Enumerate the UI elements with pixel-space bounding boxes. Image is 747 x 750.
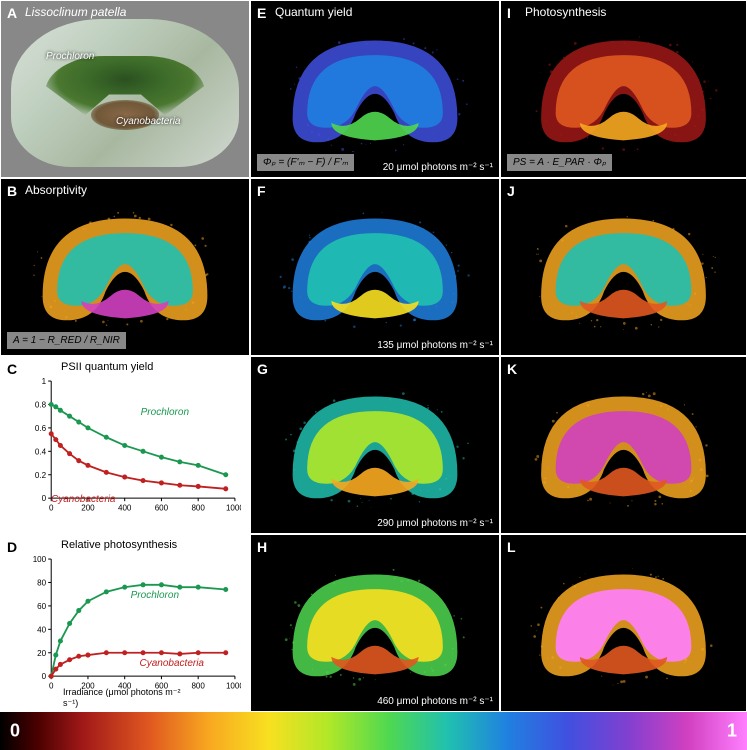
scale-max-label: 1 bbox=[727, 721, 737, 742]
panel-a: A Lissoclinum patella Prochloron Cyanoba… bbox=[0, 0, 250, 178]
prochloron-label: Prochloron bbox=[46, 51, 94, 62]
cyano-curve-label-d: Cyanobacteria bbox=[140, 658, 204, 669]
panel-i-label: I bbox=[507, 5, 511, 21]
panel-h-label: H bbox=[257, 539, 267, 555]
heatmap-i bbox=[526, 26, 721, 152]
arch-svg-f bbox=[276, 204, 474, 330]
svg-text:0: 0 bbox=[42, 672, 47, 681]
heatmap-g bbox=[276, 382, 474, 508]
svg-text:80: 80 bbox=[37, 579, 46, 588]
svg-text:1000: 1000 bbox=[226, 503, 241, 512]
heatmap-b bbox=[26, 204, 224, 330]
panel-k-label: K bbox=[507, 361, 517, 377]
color-scale-bar: 0 1 bbox=[0, 712, 747, 750]
panel-d: D Relative photosynthesis 02040608010002… bbox=[0, 534, 250, 712]
panel-b-title: Absorptivity bbox=[25, 183, 87, 197]
panel-f-label: F bbox=[257, 183, 266, 199]
svg-text:40: 40 bbox=[37, 625, 46, 634]
svg-text:1000: 1000 bbox=[226, 681, 241, 690]
panel-c: C PSII quantum yield 00.20.40.60.8102004… bbox=[0, 356, 250, 534]
panel-j: J bbox=[500, 178, 747, 356]
panel-e-title: Quantum yield bbox=[275, 5, 352, 19]
caption-g: 290 μmol photons m⁻² s⁻¹ bbox=[377, 518, 493, 529]
heatmap-l bbox=[526, 560, 721, 686]
chart-c-title: PSII quantum yield bbox=[61, 361, 153, 373]
panel-l: L bbox=[500, 534, 747, 712]
arch-svg-g bbox=[276, 382, 474, 508]
arch-svg-i bbox=[526, 26, 721, 152]
svg-text:600: 600 bbox=[155, 503, 169, 512]
arch-svg-b bbox=[26, 204, 224, 330]
panel-f: F 135 μmol photons m⁻² s⁻¹ bbox=[250, 178, 500, 356]
svg-text:0.6: 0.6 bbox=[35, 424, 47, 433]
formula-b: A = 1 − R_RED / R_NIR bbox=[7, 332, 126, 349]
svg-text:1: 1 bbox=[42, 377, 47, 386]
cyano-curve-label-c: Cyanobacteria bbox=[51, 494, 115, 505]
svg-text:100: 100 bbox=[33, 555, 47, 564]
panel-i: I Photosynthesis PS = A · E_PAR · Φₚ bbox=[500, 0, 747, 178]
prochloron-curve-label-d: Prochloron bbox=[131, 590, 179, 601]
arch-svg-k bbox=[526, 382, 721, 508]
chart-d-svg: 02040608010002004006008001000 bbox=[29, 553, 241, 694]
svg-text:0.8: 0.8 bbox=[35, 401, 47, 410]
panel-g-label: G bbox=[257, 361, 268, 377]
svg-text:0.4: 0.4 bbox=[35, 447, 47, 456]
arch-svg-j bbox=[526, 204, 721, 330]
xlabel-d: Irradiance (μmol photons m⁻² s⁻¹) bbox=[63, 687, 187, 709]
panel-b: B Absorptivity A = 1 − R_RED / R_NIR bbox=[0, 178, 250, 356]
panel-e: E Quantum yield Φₚ = (F'ₘ − F) / F'ₘ 20 … bbox=[250, 0, 500, 178]
panel-i-title: Photosynthesis bbox=[525, 5, 606, 19]
panel-a-title: Lissoclinum patella bbox=[25, 5, 126, 19]
figure-grid: A Lissoclinum patella Prochloron Cyanoba… bbox=[0, 0, 747, 712]
formula-e: Φₚ = (F'ₘ − F) / F'ₘ bbox=[257, 154, 354, 171]
prochloron-curve-label-c: Prochloron bbox=[141, 407, 189, 418]
panel-a-label: A bbox=[7, 5, 17, 21]
panel-k: K bbox=[500, 356, 747, 534]
formula-i: PS = A · E_PAR · Φₚ bbox=[507, 154, 612, 171]
panel-c-label: C bbox=[7, 361, 17, 377]
sample-photo bbox=[11, 19, 239, 167]
chart-d-title: Relative photosynthesis bbox=[61, 539, 177, 551]
panel-g: G 290 μmol photons m⁻² s⁻¹ bbox=[250, 356, 500, 534]
heatmap-f bbox=[276, 204, 474, 330]
svg-text:60: 60 bbox=[37, 602, 46, 611]
heatmap-j bbox=[526, 204, 721, 330]
heatmap-e bbox=[276, 26, 474, 152]
arch-svg-h bbox=[276, 560, 474, 686]
svg-text:20: 20 bbox=[37, 649, 46, 658]
svg-text:800: 800 bbox=[191, 503, 205, 512]
scale-min-label: 0 bbox=[10, 721, 20, 742]
caption-h: 460 μmol photons m⁻² s⁻¹ bbox=[377, 696, 493, 707]
heatmap-h bbox=[276, 560, 474, 686]
arch-svg-l bbox=[526, 560, 721, 686]
arch-svg-e bbox=[276, 26, 474, 152]
svg-text:0.2: 0.2 bbox=[35, 471, 47, 480]
caption-f: 135 μmol photons m⁻² s⁻¹ bbox=[377, 340, 493, 351]
caption-e: 20 μmol photons m⁻² s⁻¹ bbox=[383, 162, 493, 173]
svg-text:0: 0 bbox=[42, 494, 47, 503]
panel-h: H 460 μmol photons m⁻² s⁻¹ bbox=[250, 534, 500, 712]
panel-d-label: D bbox=[7, 539, 17, 555]
cyano-label: Cyanobacteria bbox=[116, 116, 180, 127]
svg-text:800: 800 bbox=[191, 681, 205, 690]
svg-text:0: 0 bbox=[49, 681, 54, 690]
panel-j-label: J bbox=[507, 183, 515, 199]
panel-b-label: B bbox=[7, 183, 17, 199]
panel-l-label: L bbox=[507, 539, 516, 555]
panel-e-label: E bbox=[257, 5, 266, 21]
heatmap-k bbox=[526, 382, 721, 508]
svg-text:400: 400 bbox=[118, 503, 132, 512]
